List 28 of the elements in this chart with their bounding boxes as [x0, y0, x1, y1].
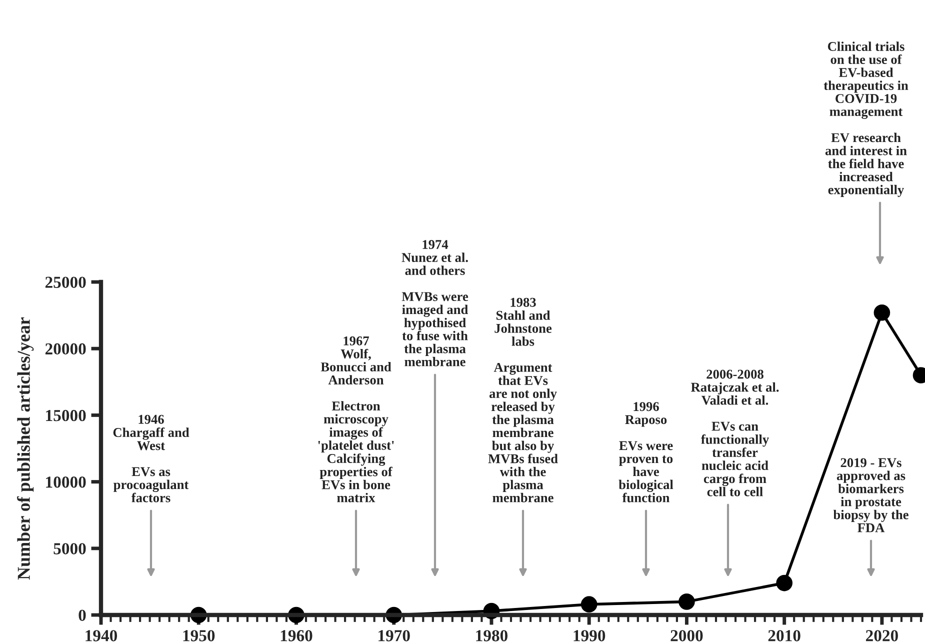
x-tick-label: 1960: [280, 630, 312, 642]
x-tick-label: 1950: [183, 630, 215, 642]
x-tick-label: 2020: [866, 630, 898, 642]
point: [678, 594, 695, 610]
point: [580, 596, 598, 613]
text: Clinical trials on the use of EV-based therapeutics in COVID-19 management EV research and interest in the field have increased exponentially: [824, 42, 908, 197]
x-tick-label: 1940: [86, 630, 118, 642]
text: 1983 Stahl and Johnstone labs Argument that EVs are not only released by the plasma membrane but also by MVBs fused with the plasma membrane: [488, 298, 558, 502]
x-tick-label: 2000: [670, 630, 703, 642]
y-tick-label: 25000: [45, 276, 86, 288]
point: [776, 574, 792, 592]
point: [874, 304, 890, 321]
x-tick-label: 2010: [768, 630, 800, 642]
text: 1946 Chargaff and West EVs as procoagulant factors: [113, 414, 190, 502]
y-tick-label: 20000: [45, 343, 86, 355]
x-tick-label: 1990: [574, 630, 606, 642]
y-tick-label: 5000: [54, 543, 86, 554]
y-tick-label: 15000: [46, 410, 86, 422]
x-tick-label: 1980: [476, 630, 508, 642]
x-tick-label: 1970: [378, 630, 410, 642]
annotation: 2019 - EVs approved as biomarkers in prostate biopsy by the FDA: [833, 458, 908, 532]
y-tick-label: 0: [78, 610, 86, 621]
text: 1967 Wolf, Bonucci and Anderson Electron microscopy images of 'platelet dust' Calcifying properties of EVs in bone matrix: [318, 336, 394, 502]
text: 2006-2008 Ratajczak et al. Valadi et al. EVs can functionally transfer nucleic acid cargo from cell to cell: [690, 370, 779, 496]
text: 1974 Nunez et al. and others MVBs were imaged and hypothised to fuse with the plasma membrane: [402, 240, 468, 366]
y-tick-label: 10000: [46, 476, 86, 488]
annotation: 1996 Raposo EVs were proven to have biological function: [618, 402, 674, 502]
y-axis-title: Number of published articles/year: [17, 317, 34, 580]
